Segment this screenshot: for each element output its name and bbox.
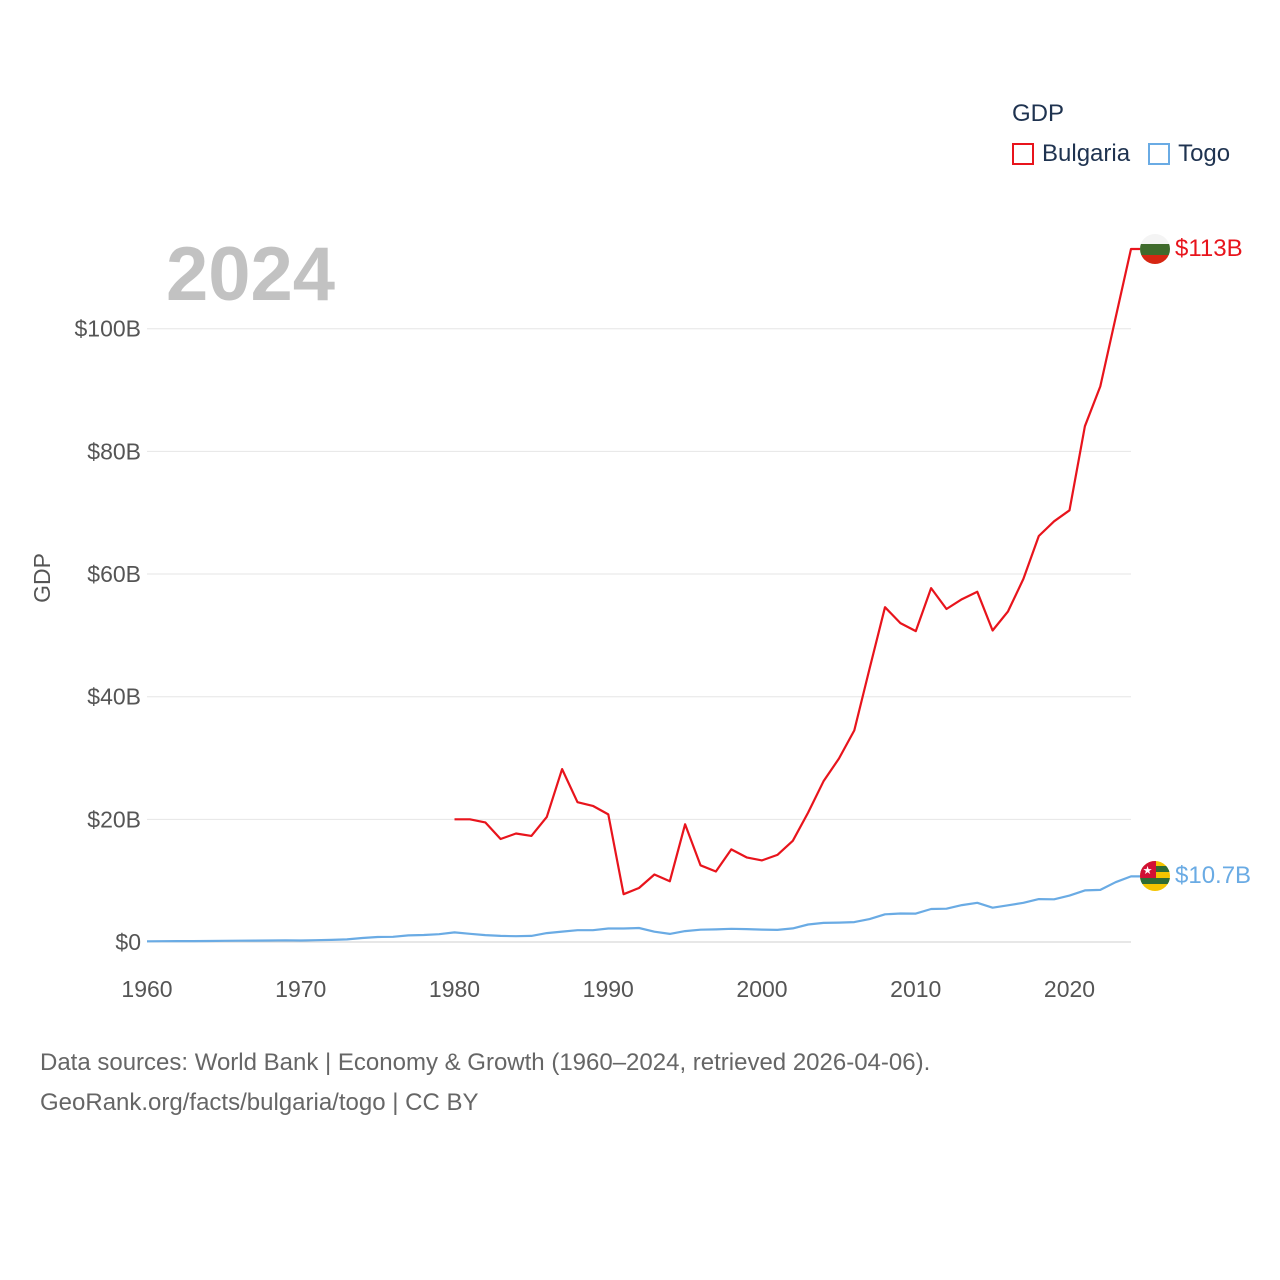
legend: GDP Bulgaria Togo	[1012, 100, 1248, 168]
svg-text:★: ★	[1143, 864, 1153, 877]
y-tick-label: $80B	[87, 438, 141, 464]
bulgaria-flag-icon	[1140, 234, 1170, 264]
y-tick-label: $60B	[87, 561, 141, 587]
legend-label-bulgaria: Bulgaria	[1042, 140, 1131, 167]
x-tick-label: 2000	[736, 976, 787, 1002]
y-tick-label: $100B	[74, 316, 141, 342]
legend-item-togo[interactable]: Togo	[1148, 140, 1230, 168]
gridlines	[147, 328, 1131, 943]
y-tick-label: $20B	[87, 806, 141, 832]
togo-flag-icon: ★	[1140, 861, 1170, 891]
footer: Data sources: World Bank | Economy & Gro…	[40, 1043, 930, 1123]
series-lines	[146, 247, 1140, 943]
legend-swatch-bulgaria	[1012, 143, 1034, 165]
y-axis-label: GDP	[29, 553, 55, 603]
y-tick-label: $40B	[87, 684, 141, 710]
legend-title: GDP	[1012, 100, 1065, 127]
source-link[interactable]: GeoRank.org/facts/bulgaria/togo | CC BY	[40, 1089, 479, 1116]
year-watermark: 2024	[166, 232, 335, 317]
legend-label-togo: Togo	[1178, 140, 1231, 167]
gdp-line-chart: $0 $20B $40B $60B $80B $100B 1960 1970 1980 1990…	[29, 232, 1251, 1002]
x-tick-label: 1970	[275, 976, 326, 1002]
y-axis-ticks: $0 $20B $40B $60B $80B $100B	[74, 316, 141, 955]
data-source-note: Data sources: World Bank | Economy & Gro…	[40, 1049, 931, 1076]
legend-item-bulgaria[interactable]: Bulgaria	[1012, 140, 1130, 168]
series-line-bulgaria	[454, 247, 1140, 896]
x-tick-label: 2010	[890, 976, 941, 1002]
y-tick-label: $0	[115, 929, 141, 955]
x-tick-label: 1990	[583, 976, 634, 1002]
series-line-togo	[146, 875, 1140, 943]
x-tick-label: 2020	[1044, 976, 1095, 1002]
togo-end-label: $10.7B	[1175, 862, 1251, 889]
x-axis-ticks: 1960 1970 1980 1990 2000 2010 2020	[121, 976, 1095, 1002]
x-tick-label: 1960	[121, 976, 172, 1002]
legend-swatch-togo	[1148, 143, 1171, 165]
x-tick-label: 1980	[429, 976, 480, 1002]
bulgaria-end-label: $113B	[1175, 235, 1243, 262]
